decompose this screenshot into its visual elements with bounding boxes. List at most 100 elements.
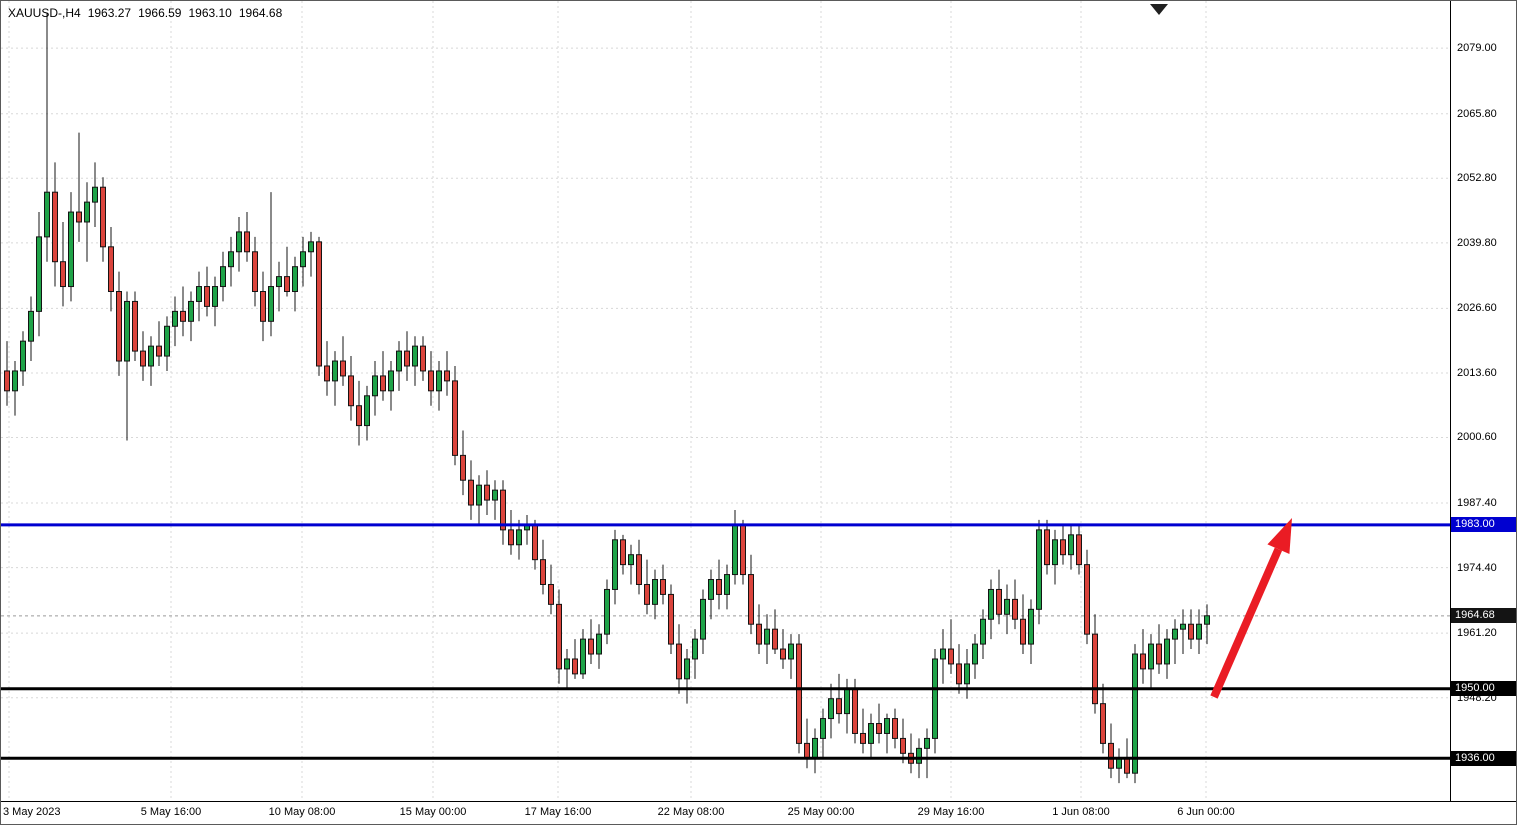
- candle: [428, 351, 434, 406]
- candle: [1188, 609, 1194, 650]
- candle-body-down: [316, 241, 322, 367]
- candle-body-up: [868, 723, 874, 744]
- candle-body-down: [740, 524, 746, 576]
- candle-body-up: [12, 370, 18, 392]
- candle-body-down: [1044, 529, 1050, 566]
- candle: [4, 341, 10, 406]
- candle-body-down: [860, 732, 866, 744]
- candle: [652, 569, 658, 620]
- candle: [436, 361, 442, 411]
- candle-body-up: [436, 370, 442, 392]
- candle-body-down: [836, 698, 842, 715]
- candle: [1116, 748, 1122, 784]
- candle-body-down: [948, 648, 954, 665]
- candle: [44, 13, 50, 262]
- candle: [1148, 634, 1154, 689]
- candle-body-up: [724, 574, 730, 595]
- candle: [1180, 609, 1186, 655]
- candle: [580, 629, 586, 679]
- candle: [972, 634, 978, 679]
- close-value: 1964.68: [238, 6, 283, 20]
- candle-body-down: [676, 643, 682, 680]
- candle: [772, 609, 778, 655]
- candle-body-up: [172, 310, 178, 327]
- candle: [148, 336, 154, 386]
- candle: [236, 217, 242, 272]
- candle-body-down: [260, 291, 266, 322]
- candle: [644, 559, 650, 615]
- candle: [76, 132, 82, 242]
- candle: [476, 475, 482, 525]
- candle-body-up: [924, 737, 930, 749]
- candle: [132, 291, 138, 362]
- candle-body-up: [916, 747, 922, 764]
- candle: [548, 564, 554, 615]
- candle: [804, 718, 810, 769]
- candle: [364, 385, 370, 441]
- candle: [564, 649, 570, 689]
- candle-body-up: [1164, 638, 1170, 665]
- candle: [692, 629, 698, 679]
- candle-body-down: [252, 251, 258, 293]
- candle-body-down: [428, 370, 434, 392]
- candle: [676, 624, 682, 694]
- candle-body-up: [68, 211, 74, 288]
- candle-body-up: [476, 484, 482, 506]
- candle: [1140, 629, 1146, 684]
- candle: [492, 480, 498, 520]
- candle: [820, 708, 826, 759]
- candle: [124, 291, 130, 441]
- candle: [452, 365, 458, 466]
- candle: [628, 544, 634, 585]
- price-axis-label: 1974.40: [1457, 561, 1497, 574]
- trend-arrow-shaft[interactable]: [1210, 547, 1283, 699]
- candle-body-down: [620, 539, 626, 566]
- candle-body-up: [220, 266, 226, 288]
- candle-body-down: [508, 529, 514, 546]
- candle: [988, 579, 994, 640]
- candle: [348, 356, 354, 421]
- candle: [844, 678, 850, 734]
- candle-body-up: [124, 300, 130, 362]
- candle-body-down: [500, 489, 506, 531]
- candle-body-up: [1004, 598, 1010, 615]
- candle-body-up: [1052, 539, 1058, 566]
- chart-shift-marker[interactable]: [1150, 4, 1168, 15]
- candle: [636, 539, 642, 595]
- candle-body-down: [756, 623, 762, 645]
- trend-arrow-head[interactable]: [1267, 518, 1292, 554]
- candle: [876, 703, 882, 744]
- candle: [244, 212, 250, 262]
- candle-body-up: [1180, 623, 1186, 630]
- time-axis-label: 1 Jun 08:00: [1052, 806, 1110, 818]
- chart-canvas[interactable]: [1, 1, 1450, 801]
- support-line-upper-price-tag: 1950.00: [1451, 681, 1516, 697]
- candle: [996, 569, 1002, 625]
- candle: [340, 336, 346, 386]
- candle-body-down: [420, 345, 426, 372]
- candle-body-down: [1124, 757, 1130, 774]
- price-axis[interactable]: 2079.00 2065.80 2052.80 2039.80 2026.60 2013.…: [1450, 1, 1516, 801]
- candle-body-down: [404, 350, 410, 367]
- candle-body-up: [292, 266, 298, 293]
- price-axis-label: 1961.20: [1457, 627, 1497, 640]
- candle: [316, 236, 322, 376]
- candle: [932, 649, 938, 754]
- candle-body-down: [900, 737, 906, 754]
- candle: [532, 519, 538, 570]
- candle-body-up: [820, 718, 826, 739]
- time-axis[interactable]: 3 May 2023 5 May 16:00 10 May 08:00 15 May …: [1, 801, 1516, 824]
- candle: [1092, 614, 1098, 714]
- candle: [980, 609, 986, 659]
- candle-body-up: [732, 524, 738, 576]
- candle-body-up: [692, 638, 698, 660]
- candle: [300, 236, 306, 287]
- candle: [444, 351, 450, 396]
- candle: [700, 589, 706, 655]
- candle: [332, 351, 338, 406]
- candle: [572, 639, 578, 679]
- candle: [836, 673, 842, 724]
- symbol-period-label: XAUUSD-,H4: [8, 6, 81, 20]
- candle: [1084, 549, 1090, 645]
- time-axis-label: 5 May 16:00: [140, 806, 202, 818]
